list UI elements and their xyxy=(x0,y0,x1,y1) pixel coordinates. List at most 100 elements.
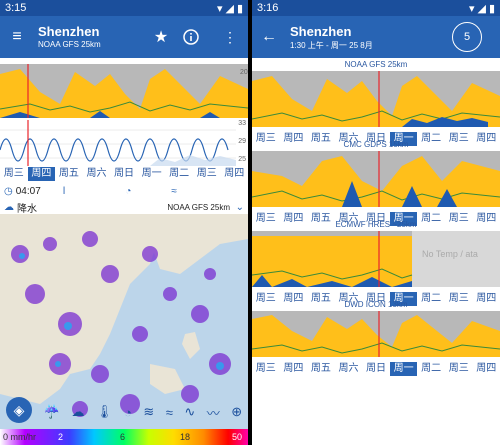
model-subtitle: NOAA GFS 25km xyxy=(38,40,101,49)
day-label[interactable]: 周日 xyxy=(366,293,387,304)
day-label-selected[interactable]: 周一 xyxy=(389,292,418,306)
day-label[interactable]: 周二 xyxy=(421,213,442,224)
swell-icon[interactable]: 〰 xyxy=(206,405,220,421)
day-label[interactable]: 周二 xyxy=(421,363,442,374)
right-screen: 3:16 ▾ ◢ ▮ ← Shenzhen 1:30 上午 - 周一 25 8月… xyxy=(252,0,500,445)
day-label[interactable]: 周四 xyxy=(476,213,497,224)
temperature-chart[interactable]: 33 29 25 xyxy=(0,120,248,166)
day-label[interactable]: 周日 xyxy=(366,133,387,144)
day-label[interactable]: 周三 xyxy=(448,213,469,224)
svg-text:20: 20 xyxy=(240,69,248,76)
model-title: DWD ICON 13km xyxy=(344,300,408,309)
thermometer-icon[interactable]: 🌡 xyxy=(95,404,113,419)
app-bar: ← Shenzhen 1:30 上午 - 周一 25 8月 5 xyxy=(252,16,500,58)
location-title: Shenzhen xyxy=(290,24,352,39)
day-label[interactable]: 周三 xyxy=(448,363,469,374)
status-bar: 3:15 ▾ ◢ ▮ xyxy=(0,0,248,16)
day-label[interactable]: 周二 xyxy=(421,293,442,304)
day-label[interactable]: 周四 xyxy=(283,363,304,374)
info-time: 04:07 xyxy=(15,185,41,197)
day-label-selected[interactable]: 周一 xyxy=(389,212,418,226)
day-label[interactable]: 周四 xyxy=(476,133,497,144)
day-label[interactable]: 周五 xyxy=(310,293,331,304)
waves-icon[interactable]: ∿ xyxy=(184,404,196,419)
day-row: 周三 周四 周五 周六 周日 周一 周二 周三 周四 xyxy=(0,167,248,181)
day-label[interactable]: 周三 xyxy=(255,133,276,144)
star-icon[interactable]: ★ xyxy=(153,29,169,46)
day-row: 周三 周四 周五 周六 周日 周一 周二 周三 周四 xyxy=(252,212,500,226)
day-label-selected[interactable]: 周一 xyxy=(389,362,418,376)
legend-unit: 0 mm/hr xyxy=(3,432,37,442)
model-panel-cmc: CMC GDPS 15km 周三 周四 周五 周六 周日 周一 周二 周三 周四 xyxy=(252,139,500,226)
day-label[interactable]: 周日 xyxy=(366,363,387,374)
day-label[interactable]: 周六 xyxy=(338,293,359,304)
day-label[interactable]: 周四 xyxy=(224,168,245,179)
day-label[interactable]: 周日 xyxy=(366,213,387,224)
battery-icon: ▮ xyxy=(236,2,243,15)
day-label[interactable]: 周日 xyxy=(114,168,135,179)
day-label[interactable]: 周五 xyxy=(310,363,331,374)
day-label[interactable]: 周三 xyxy=(448,293,469,304)
day-label[interactable]: 周一 xyxy=(141,168,162,179)
day-label[interactable]: 周六 xyxy=(338,363,359,374)
temp-axis-mid: 29 xyxy=(238,138,246,145)
info-icon[interactable] xyxy=(180,26,202,48)
overflow-menu-icon[interactable]: ⋮ xyxy=(223,28,237,45)
cloud-icon[interactable]: ☁ xyxy=(71,404,85,419)
day-label[interactable]: 周六 xyxy=(338,213,359,224)
chevron-down-icon[interactable]: ⌄ xyxy=(235,201,244,213)
precip-legend: 0 mm/hr 2 6 18 50 xyxy=(0,429,248,445)
day-label[interactable]: 周六 xyxy=(86,168,107,179)
menu-icon[interactable]: ≡ xyxy=(12,28,22,45)
add-layer-icon[interactable]: ⊕ xyxy=(231,404,243,419)
precipitation-map[interactable]: ◈ ☔ ☁ 🌡 ◔ ≋ ≈ ∿ 〰 ⊕ xyxy=(0,214,248,429)
rain-icon[interactable]: ☔ xyxy=(43,404,60,419)
layer-toolbar: ☔ ☁ 🌡 ◔ ≋ ≈ ∿ 〰 ⊕ xyxy=(38,401,248,423)
day-label[interactable]: 周四 xyxy=(476,363,497,374)
model-title: CMC GDPS 15km xyxy=(343,140,409,149)
day-label-selected[interactable]: 周四 xyxy=(27,167,56,181)
day-label[interactable]: 周五 xyxy=(58,168,79,179)
day-label[interactable]: 周三 xyxy=(196,168,217,179)
wind-icon[interactable]: ≋ xyxy=(143,404,155,419)
day-label[interactable]: 周二 xyxy=(169,168,190,179)
day-label[interactable]: 周四 xyxy=(476,293,497,304)
signal-icon: ◢ xyxy=(477,2,486,15)
status-time: 3:16 xyxy=(257,2,279,14)
day-row: 周三 周四 周五 周六 周日 周一 周二 周三 周四 xyxy=(252,292,500,306)
day-label[interactable]: 周三 xyxy=(448,133,469,144)
day-label[interactable]: 周三 xyxy=(255,293,276,304)
day-label-selected[interactable]: 周一 xyxy=(389,132,418,146)
layers-button[interactable]: ◈ xyxy=(6,397,32,423)
day-label[interactable]: 周五 xyxy=(310,133,331,144)
model-meteogram[interactable] xyxy=(252,71,500,127)
legend-value: 50 xyxy=(232,432,243,442)
cloud-precip-meteogram[interactable]: 20 xyxy=(0,64,248,118)
back-arrow-icon[interactable]: ← xyxy=(261,28,277,45)
day-label[interactable]: 周六 xyxy=(338,133,359,144)
model-meteogram[interactable] xyxy=(252,151,500,207)
clock-icon: ◷ xyxy=(4,185,13,197)
info-row: ◷ 04:07 ǀ ◔ ≈ xyxy=(0,183,248,199)
day-label[interactable]: 周五 xyxy=(310,213,331,224)
status-bar: 3:16 ▾ ◢ ▮ xyxy=(252,0,500,16)
model-meteogram[interactable]: No Temp / ata xyxy=(252,231,500,287)
battery-icon: ▮ xyxy=(488,2,495,15)
day-label[interactable]: 周三 xyxy=(255,363,276,374)
day-label[interactable]: 周二 xyxy=(421,133,442,144)
day-label[interactable]: 周三 xyxy=(3,168,24,179)
wind-icon: ≈ xyxy=(171,185,177,197)
day-label[interactable]: 周四 xyxy=(283,133,304,144)
day-label[interactable]: 周三 xyxy=(255,213,276,224)
temp-axis-bottom: 25 xyxy=(238,156,246,163)
gust-icon[interactable]: ≈ xyxy=(165,404,173,420)
model-meteogram[interactable] xyxy=(252,311,500,357)
forecast-badge[interactable]: 5 xyxy=(452,22,482,52)
temp-axis-top: 33 xyxy=(238,120,246,127)
day-label[interactable]: 周四 xyxy=(283,293,304,304)
gauge-icon[interactable]: ◔ xyxy=(123,404,132,420)
signal-icon: ◢ xyxy=(225,2,234,15)
legend-value: 18 xyxy=(180,432,191,442)
day-label[interactable]: 周四 xyxy=(283,213,304,224)
thermometer-icon: ǀ xyxy=(62,185,66,197)
